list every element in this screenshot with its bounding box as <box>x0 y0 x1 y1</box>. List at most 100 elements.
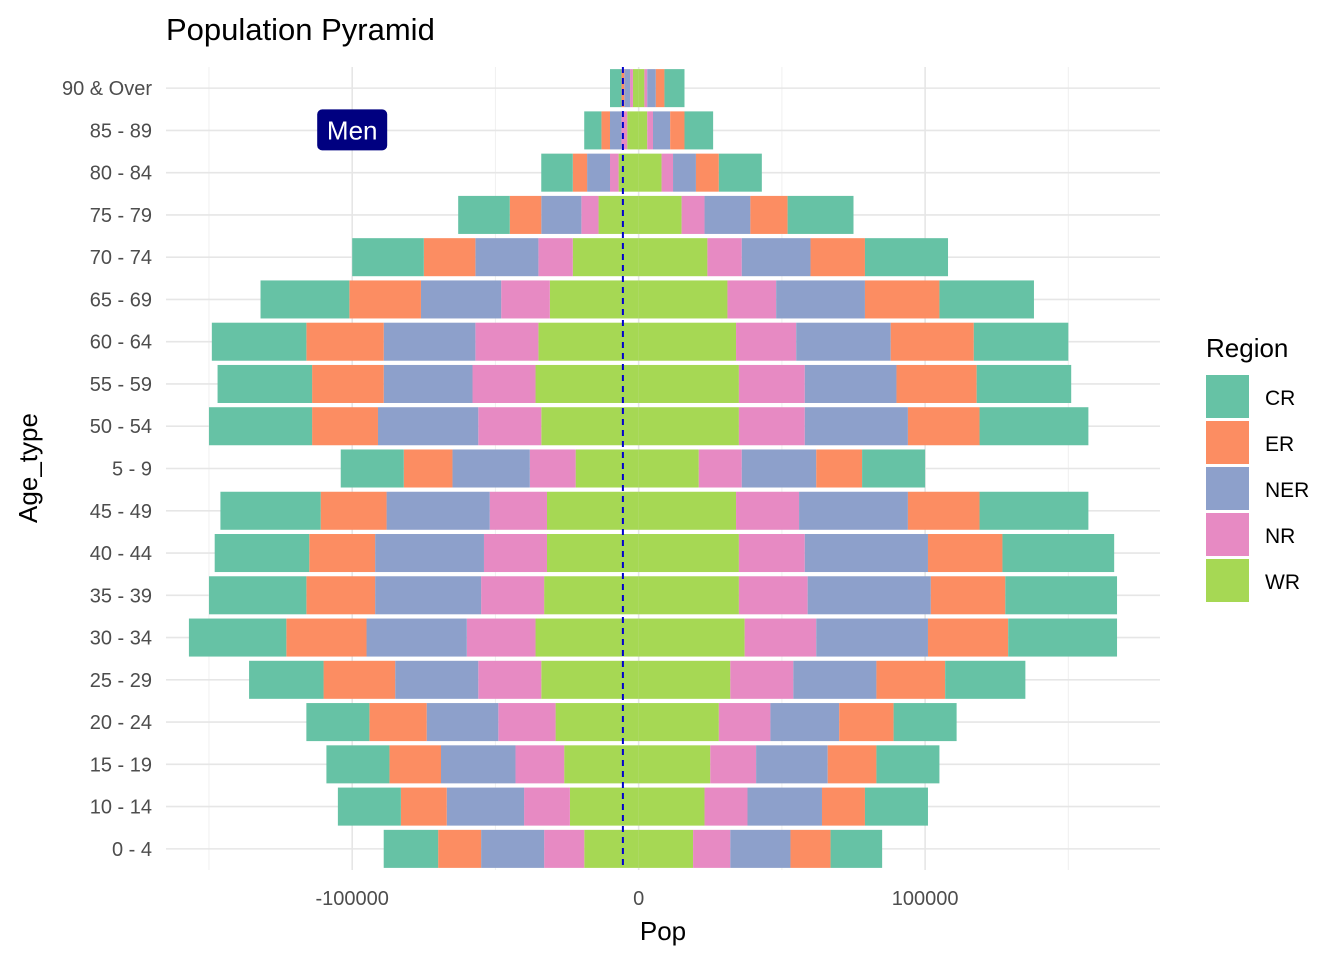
bar-er-50-54-negative <box>312 407 378 446</box>
bar-nr-0-4-positive <box>693 829 731 868</box>
bar-nr-80-84-positive <box>661 153 674 192</box>
bar-ner-5-9-negative <box>452 449 530 488</box>
bar-nr-45-49-negative <box>489 491 547 530</box>
bar-ner-50-54-negative <box>377 407 479 446</box>
bar-er-5-9-positive <box>816 449 863 488</box>
bar-ner-70-74-positive <box>741 238 811 277</box>
bar-nr-85-89-positive <box>647 111 653 150</box>
y-tick-label: 75 - 79 <box>90 205 152 227</box>
bar-cr-65-69-negative <box>260 280 350 319</box>
y-axis-label: Age_type <box>13 413 43 523</box>
bar-wr-35-39-positive <box>638 576 739 615</box>
y-tick-label: 85 - 89 <box>90 120 152 142</box>
bar-nr-90-and-over-negative <box>630 69 633 108</box>
bar-nr-0-4-negative <box>544 829 585 868</box>
bar-er-35-39-positive <box>930 576 1006 615</box>
bar-er-60-64-negative <box>306 322 384 361</box>
legend-key-wr <box>1206 559 1249 602</box>
bar-ner-45-49-negative <box>386 491 490 530</box>
legend-label-ner: NER <box>1265 479 1309 502</box>
bar-cr-25-29-negative <box>249 660 324 699</box>
bar-wr-5-9-positive <box>638 449 699 488</box>
bar-nr-65-69-negative <box>501 280 550 319</box>
bar-wr-30-34-negative <box>535 618 639 657</box>
legend: Region CR ER NER NR WR <box>1206 333 1309 602</box>
bar-er-65-69-positive <box>864 280 940 319</box>
y-tick-label: 0 - 4 <box>112 839 152 861</box>
y-tick-label: 55 - 59 <box>90 374 152 396</box>
bar-er-20-24-positive <box>839 703 894 742</box>
bar-er-15-19-negative <box>389 745 441 784</box>
bar-ner-25-29-negative <box>395 660 479 699</box>
bar-er-70-74-negative <box>423 238 476 277</box>
bar-cr-20-24-positive <box>893 703 957 742</box>
bar-nr-30-34-negative <box>466 618 536 657</box>
bar-er-20-24-negative <box>369 703 427 742</box>
bar-er-30-34-positive <box>927 618 1009 657</box>
bar-wr-20-24-positive <box>638 703 719 742</box>
bar-er-40-44-negative <box>309 534 376 573</box>
bar-cr-70-74-positive <box>864 238 949 277</box>
bar-wr-25-29-negative <box>541 660 639 699</box>
bar-nr-20-24-positive <box>718 703 771 742</box>
x-axis-label: Pop <box>640 916 686 946</box>
bar-wr-0-4-negative <box>584 829 639 868</box>
bar-er-75-79-negative <box>509 195 542 234</box>
bar-er-60-64-positive <box>890 322 974 361</box>
bar-ner-60-64-positive <box>796 322 891 361</box>
bar-ner-0-4-negative <box>481 829 545 868</box>
bar-nr-50-54-negative <box>478 407 542 446</box>
bar-wr-65-69-negative <box>549 280 639 319</box>
bar-nr-25-29-positive <box>730 660 794 699</box>
y-tick-label: 30 - 34 <box>90 628 152 650</box>
bar-wr-40-44-negative <box>546 534 639 573</box>
bar-cr-35-39-negative <box>208 576 307 615</box>
y-tick-label: 45 - 49 <box>90 501 152 523</box>
y-tick-label: 65 - 69 <box>90 289 152 311</box>
bar-wr-80-84-negative <box>618 153 639 192</box>
bar-nr-75-79-negative <box>581 195 599 234</box>
bar-ner-55-59-negative <box>383 364 473 403</box>
bar-cr-30-34-positive <box>1008 618 1118 657</box>
bar-er-55-59-negative <box>312 364 384 403</box>
bar-er-15-19-positive <box>827 745 877 784</box>
bar-ner-10-14-positive <box>747 787 822 826</box>
annotation-label-box <box>317 109 388 151</box>
bar-er-45-49-positive <box>907 491 980 530</box>
bar-nr-40-44-positive <box>738 534 805 573</box>
bar-nr-30-34-positive <box>744 618 817 657</box>
bar-cr-40-44-negative <box>214 534 310 573</box>
bar-er-5-9-negative <box>403 449 453 488</box>
x-tick-label: 0 <box>633 888 644 910</box>
bar-cr-80-84-negative <box>541 153 573 192</box>
bar-cr-0-4-negative <box>383 829 439 868</box>
bar-nr-70-74-positive <box>707 238 742 277</box>
axes: 0 - 4 10 - 14 15 - 19 20 - 24 25 - 29 30 - 34… <box>62 78 959 910</box>
bar-wr-15-19-negative <box>564 745 639 784</box>
y-tick-label: 15 - 19 <box>90 754 152 776</box>
bar-nr-40-44-negative <box>483 534 547 573</box>
bar-ner-80-84-positive <box>673 153 696 192</box>
bar-cr-50-54-positive <box>979 407 1089 446</box>
y-tick-label: 60 - 64 <box>90 332 152 354</box>
bar-cr-40-44-positive <box>1002 534 1115 573</box>
bar-er-45-49-negative <box>320 491 387 530</box>
bar-ner-5-9-positive <box>741 449 817 488</box>
bar-cr-60-64-positive <box>973 322 1069 361</box>
bar-nr-80-84-negative <box>610 153 619 192</box>
bar-wr-70-74-positive <box>638 238 708 277</box>
y-tick-label: 25 - 29 <box>90 670 152 692</box>
bar-nr-15-19-negative <box>515 745 565 784</box>
bar-er-65-69-negative <box>349 280 421 319</box>
bar-er-75-79-positive <box>750 195 788 234</box>
legend-label-cr: CR <box>1265 387 1295 410</box>
bar-wr-90-and-over-positive <box>638 69 645 108</box>
bar-cr-85-89-positive <box>684 111 714 150</box>
bar-wr-25-29-positive <box>638 660 731 699</box>
annotation-label-text: Men <box>327 115 378 145</box>
bar-ner-80-84-negative <box>587 153 611 192</box>
bar-nr-60-64-positive <box>736 322 797 361</box>
bar-ner-90-and-over-positive <box>647 69 656 108</box>
bar-ner-55-59-positive <box>804 364 897 403</box>
x-tick-label: -100000 <box>315 888 388 910</box>
